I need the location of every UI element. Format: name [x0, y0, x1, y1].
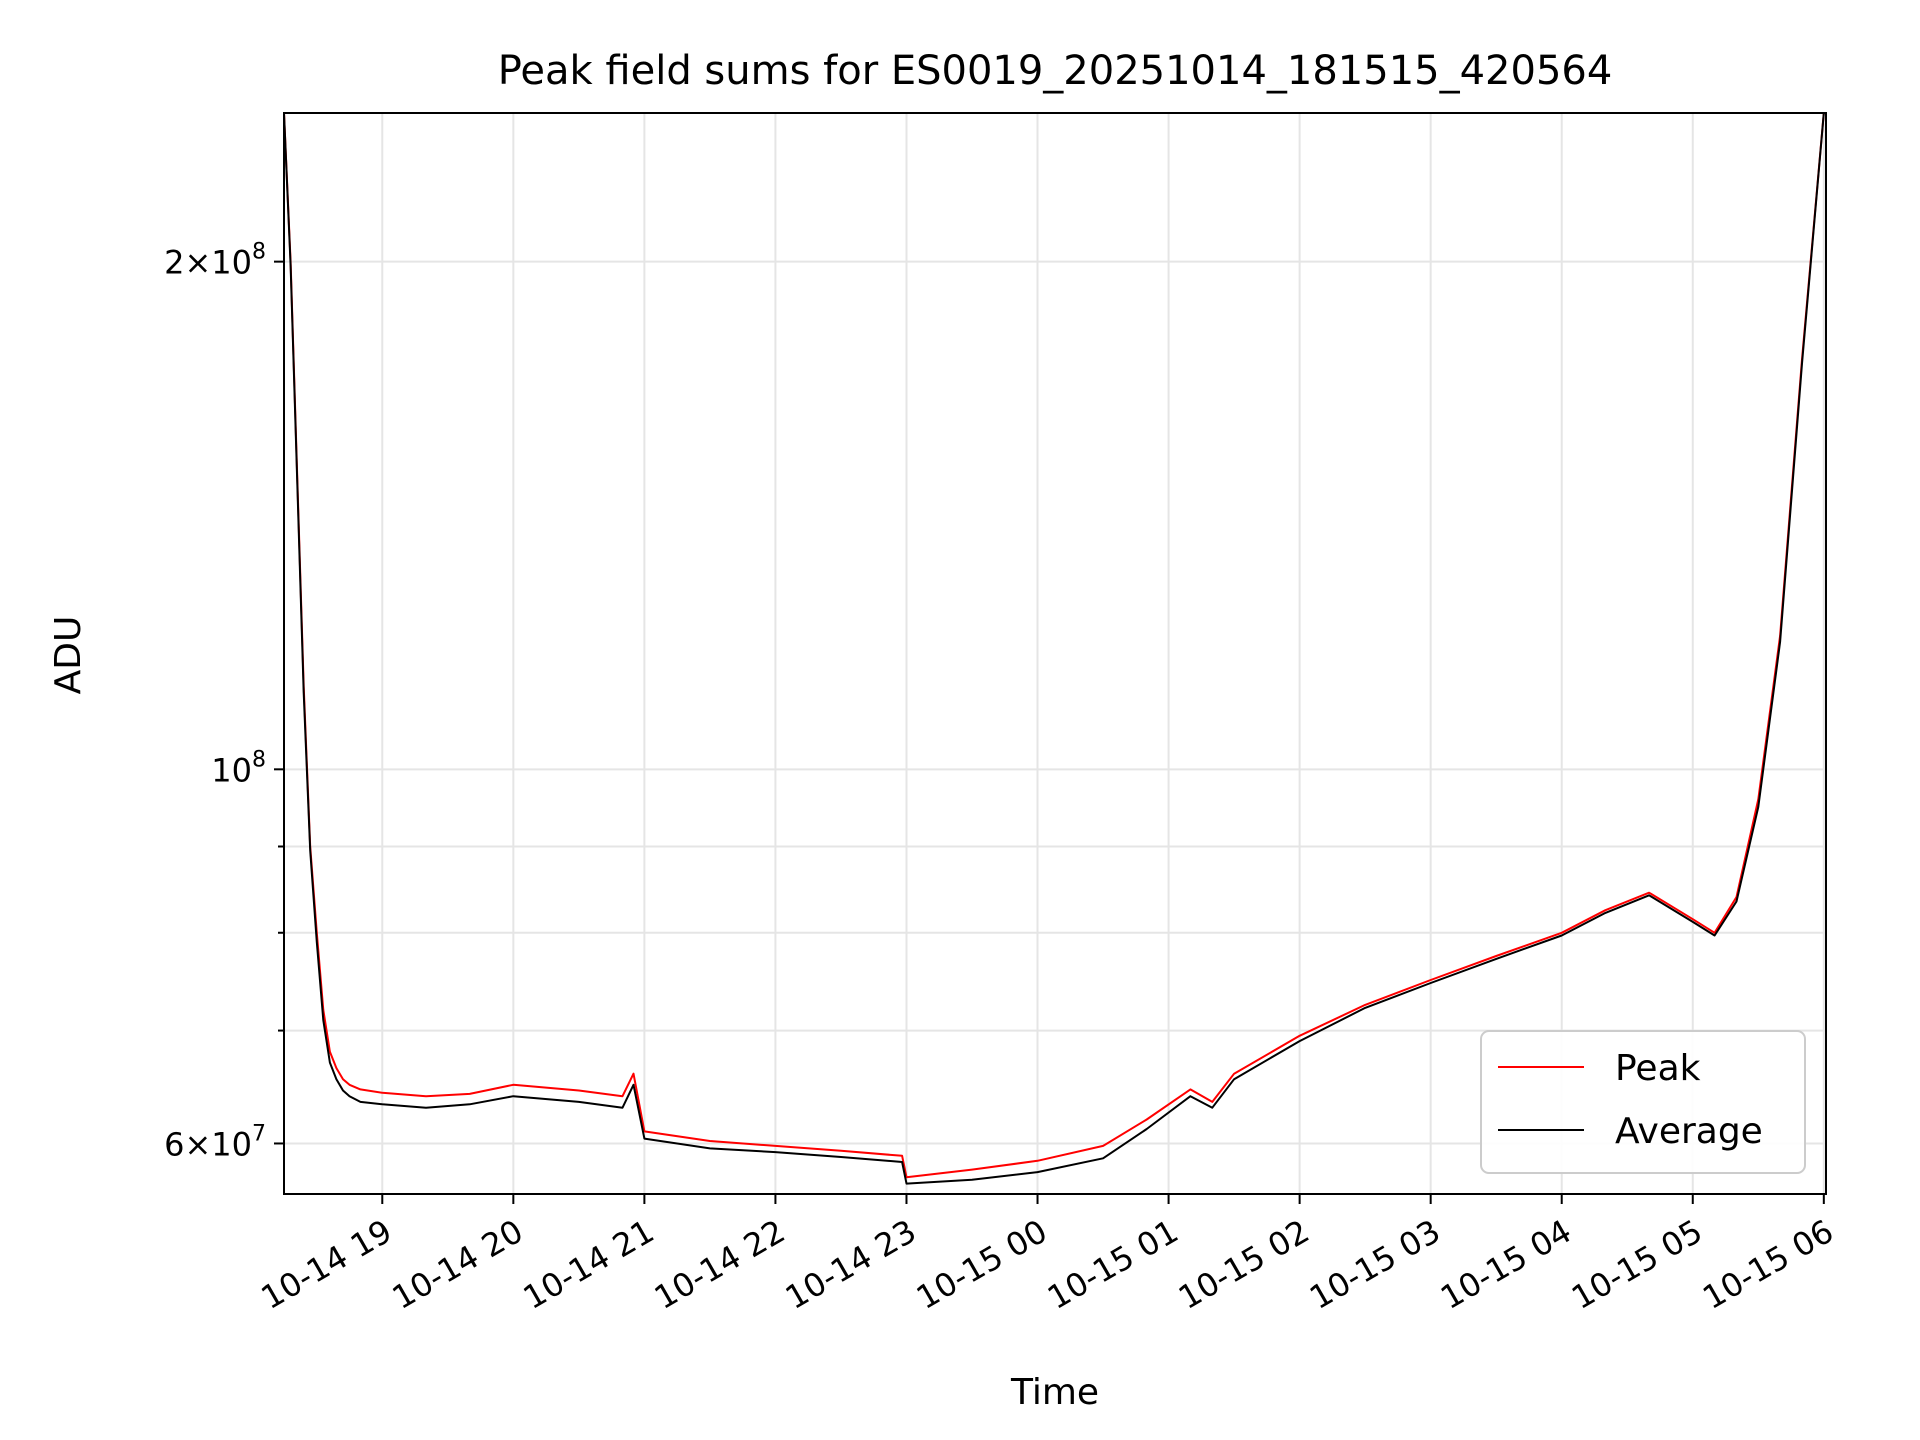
y-tick-label: 2×108: [164, 240, 266, 282]
x-axis-label: Time: [1010, 1372, 1099, 1413]
legend-label-average: Average: [1615, 1111, 1763, 1152]
y-tick-label: 108: [211, 747, 266, 789]
y-tick-label: 6×107: [164, 1121, 266, 1163]
chart-title: Peak field sums for ES0019_20251014_1815…: [498, 48, 1613, 94]
series-line-peak: [283, 112, 1825, 1179]
legend: Peak Average: [1480, 1030, 1806, 1174]
y-axis-label: ADU: [48, 616, 89, 695]
grid: [284, 113, 1826, 1194]
legend-label-peak: Peak: [1615, 1048, 1701, 1089]
series-layer: [283, 112, 1825, 1185]
series-line-average: [283, 112, 1825, 1185]
y-axis: 2×108 108 6×107: [164, 240, 284, 1163]
plot-frame: [283, 112, 1827, 1195]
